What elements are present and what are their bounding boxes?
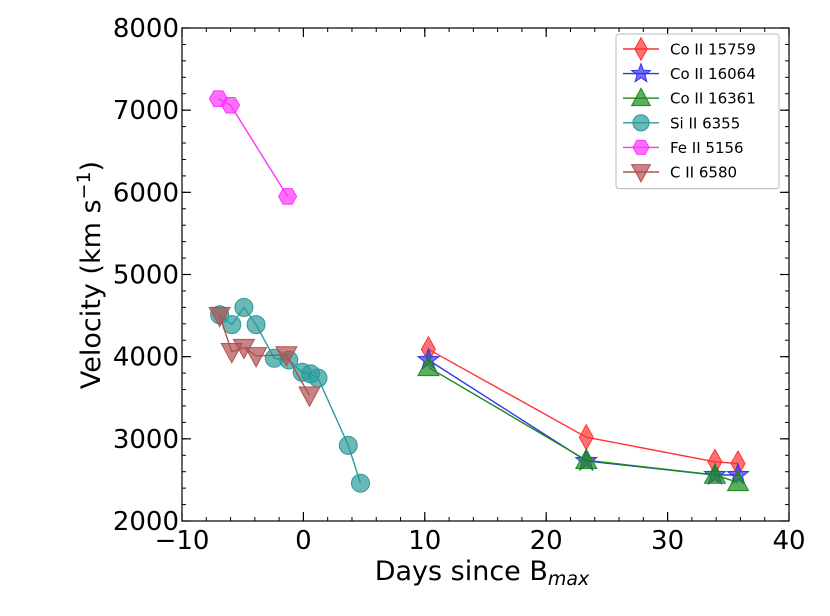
legend-marker	[634, 36, 648, 62]
legend-box	[615, 33, 780, 190]
legend-label: Fe II 5156	[670, 139, 744, 157]
data-point	[275, 346, 298, 368]
series-2	[417, 355, 750, 492]
y-tick-label: 7000	[113, 96, 179, 126]
legend-label: Si II 6355	[670, 114, 740, 132]
legend-label: C II 6580	[670, 164, 737, 182]
data-point	[244, 347, 268, 368]
legend-entry: Si II 6355	[623, 114, 740, 132]
legend-marker	[630, 62, 652, 83]
y-tick-label: 4000	[113, 343, 179, 373]
x-tick-label: 40	[772, 526, 805, 556]
axes: −10 0 10 20 30 40 2000 3000 4000 5000 6000 7000 8000	[113, 14, 806, 556]
legend-entry: Co II 16064	[623, 62, 756, 83]
data-point	[574, 448, 598, 469]
y-tick-label: 5000	[113, 261, 179, 291]
x-tick-label: 10	[408, 526, 441, 556]
plot-area	[208, 90, 750, 493]
legend-entry: Co II 15759	[623, 36, 756, 62]
legend-marker	[630, 164, 652, 183]
series-5	[208, 306, 321, 408]
y-tick-label: 6000	[113, 178, 179, 208]
y-axis-label: Velocity (km s−1)	[73, 161, 107, 389]
y-tick-label: 8000	[113, 14, 179, 44]
y-tick-label: 3000	[113, 425, 179, 455]
data-point	[703, 462, 727, 484]
series-line	[219, 306, 362, 484]
data-point	[350, 473, 370, 493]
x-tick-label: 0	[295, 526, 312, 556]
data-point	[578, 423, 594, 451]
legend-marker	[630, 87, 652, 107]
legend-entry: C II 6580	[623, 164, 737, 183]
legend-label: Co II 15759	[670, 41, 756, 59]
y-tick-label: 2000	[113, 507, 179, 537]
data-point	[246, 315, 266, 335]
series-line	[428, 366, 739, 484]
data-point	[278, 188, 298, 205]
legend-entry: Fe II 5156	[623, 139, 744, 157]
legend: Co II 15759 Co II 16064 Co II 16361 Si II 6…	[615, 33, 780, 190]
data-point	[220, 96, 241, 114]
data-point	[726, 470, 750, 492]
legend-marker	[632, 139, 650, 155]
data-point	[234, 297, 254, 317]
x-tick-label: −10	[155, 526, 210, 556]
series-line	[428, 348, 739, 465]
legend-label: Co II 16064	[670, 65, 756, 83]
x-axis-label: Days since Bmax	[375, 556, 590, 590]
legend-label: Co II 16361	[670, 90, 756, 108]
data-point	[308, 368, 328, 388]
series-4	[208, 90, 298, 205]
data-point	[338, 435, 358, 455]
data-point	[417, 355, 440, 377]
legend-marker	[632, 114, 650, 132]
series-3	[210, 297, 370, 493]
data-point	[208, 306, 231, 328]
legend-entry: Co II 16361	[623, 87, 756, 108]
x-tick-label: 20	[530, 526, 563, 556]
data-point	[220, 342, 244, 364]
x-tick-label: 30	[651, 526, 684, 556]
data-point	[298, 386, 321, 408]
